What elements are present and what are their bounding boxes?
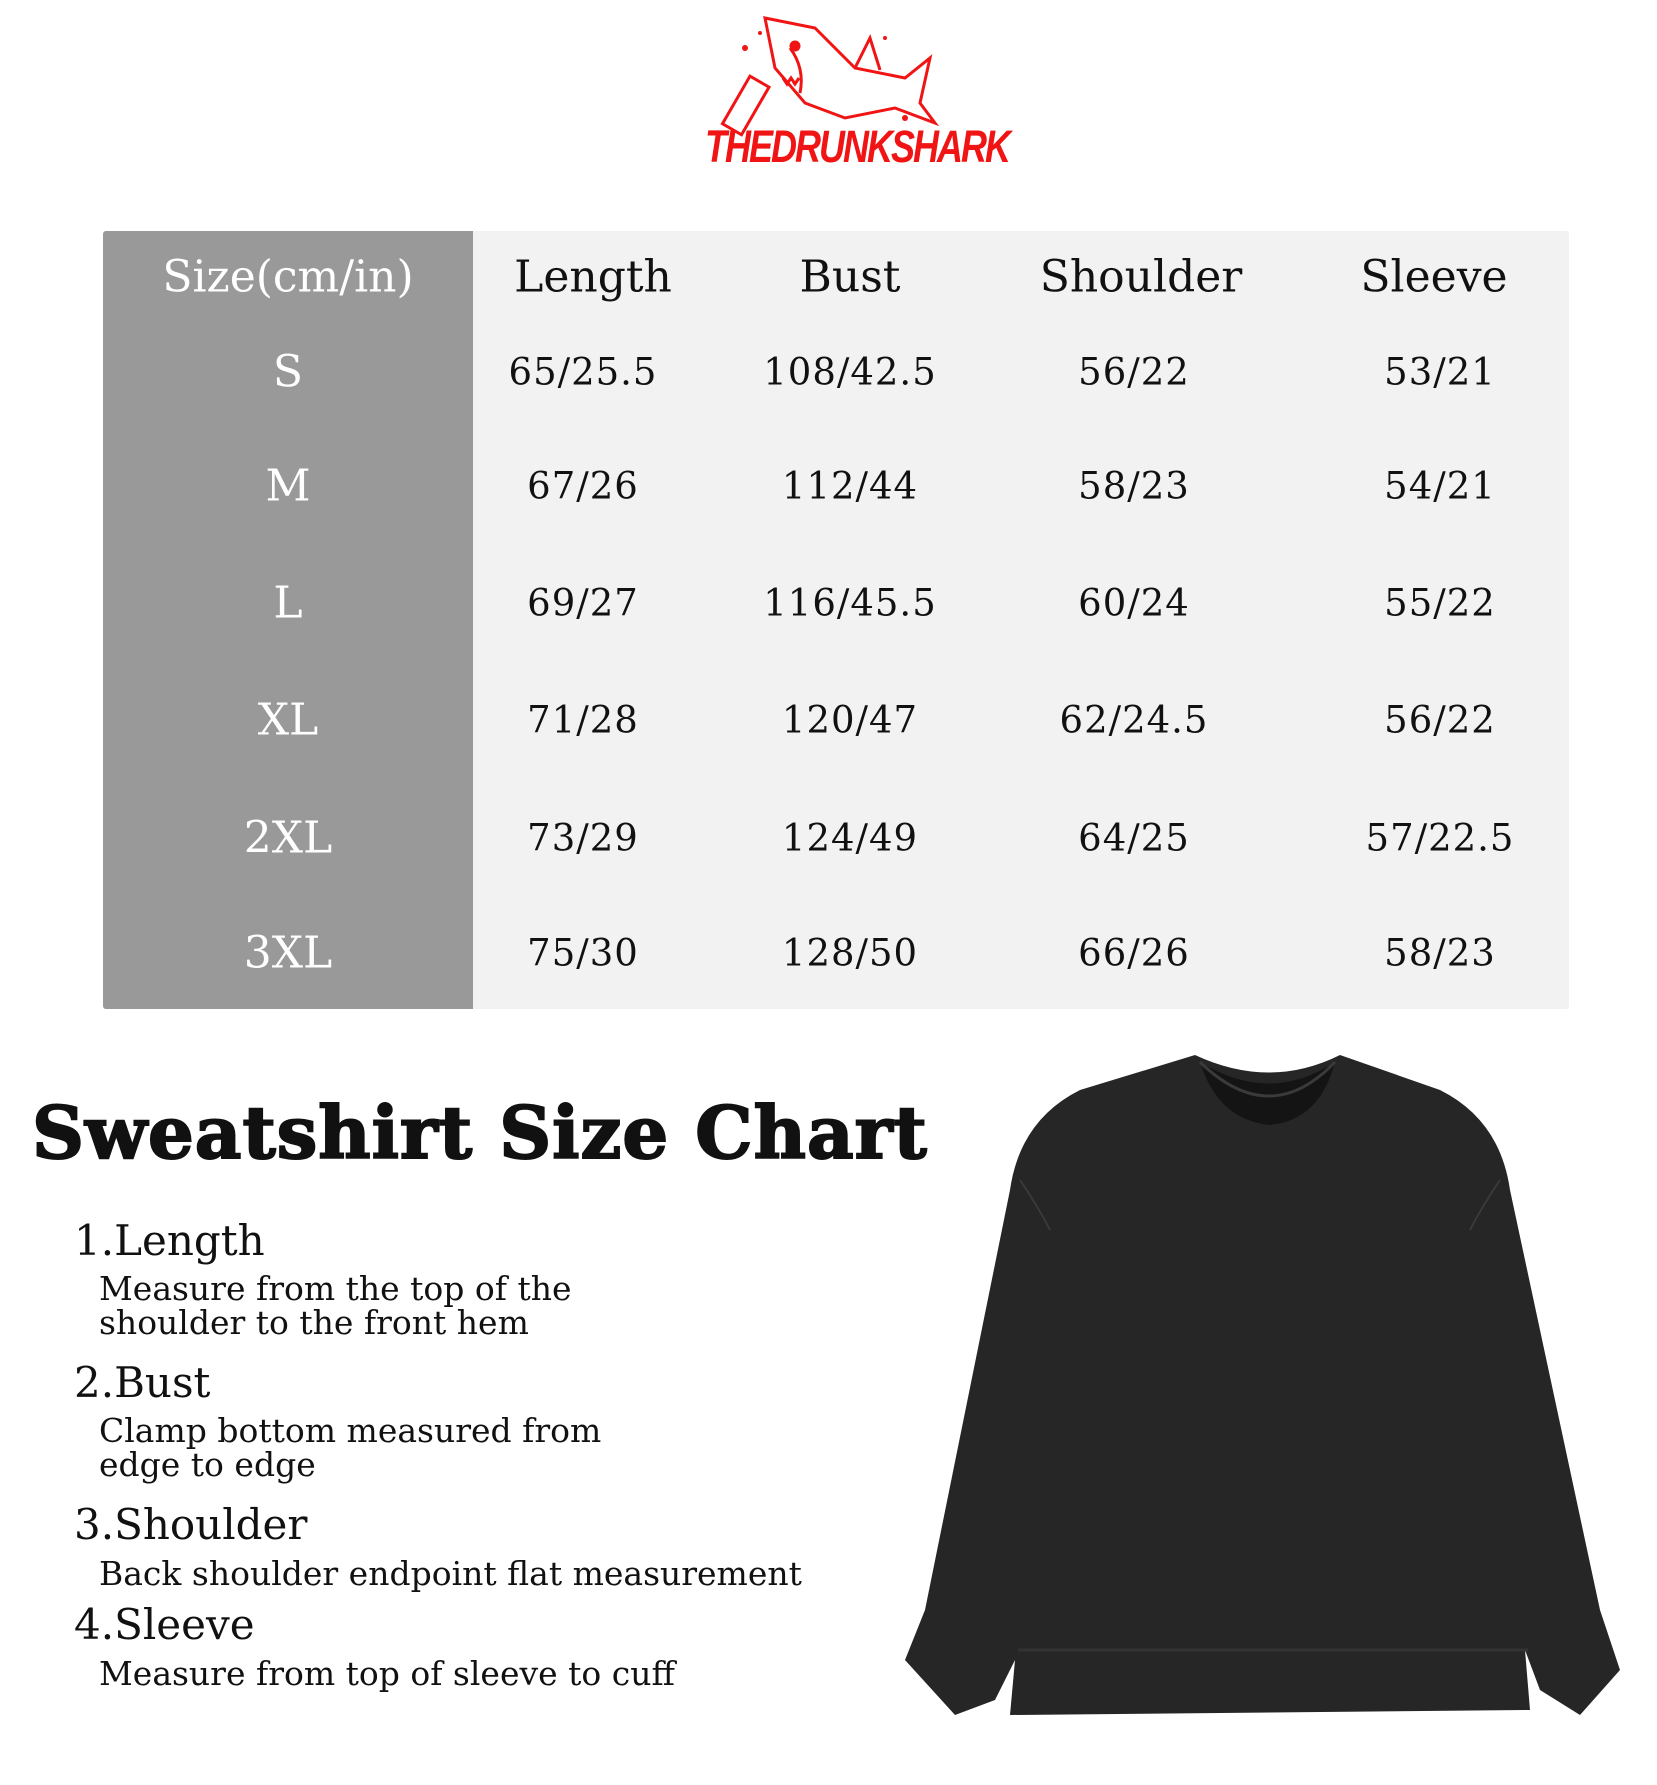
cell-bust: 120/47 bbox=[781, 698, 919, 742]
size-label: L bbox=[273, 577, 303, 629]
cell-shoulder: 58/23 bbox=[1078, 464, 1190, 508]
cell-length: 71/28 bbox=[527, 698, 639, 742]
cell-shoulder: 64/25 bbox=[1078, 816, 1190, 860]
cell-shoulder: 60/24 bbox=[1078, 581, 1190, 625]
instruction-text: Back shoulder endpoint flat measurement bbox=[99, 1557, 802, 1591]
cell-shoulder: 66/26 bbox=[1078, 931, 1190, 975]
cell-bust: 124/49 bbox=[781, 816, 919, 860]
cell-sleeve: 56/22 bbox=[1384, 698, 1496, 742]
header-bust: Bust bbox=[799, 251, 901, 303]
header-sleeve: Sleeve bbox=[1360, 251, 1508, 303]
cell-shoulder: 62/24.5 bbox=[1059, 698, 1209, 742]
instruction-line: shoulder to the front hem bbox=[99, 1303, 529, 1342]
cell-shoulder: 56/22 bbox=[1078, 350, 1190, 394]
instruction-line: Measure from top of sleeve to cuff bbox=[99, 1654, 675, 1693]
page-title: Sweatshirt Size Chart bbox=[31, 1089, 928, 1176]
cell-length: 73/29 bbox=[527, 816, 639, 860]
size-label: 3XL bbox=[243, 927, 333, 979]
instruction-heading: 1.Length bbox=[74, 1216, 265, 1265]
instruction-line: Clamp bottom measured from bbox=[99, 1411, 602, 1450]
instruction-text: Measure from the top of the shoulder to … bbox=[99, 1272, 572, 1340]
shark-icon bbox=[720, 16, 940, 137]
sweatshirt-image bbox=[905, 1055, 1620, 1715]
cell-sleeve: 53/21 bbox=[1384, 350, 1496, 394]
size-label: M bbox=[265, 460, 311, 512]
instruction-text: Measure from top of sleeve to cuff bbox=[99, 1657, 675, 1691]
instruction-heading: 4.Sleeve bbox=[74, 1600, 255, 1649]
instruction-line: edge to edge bbox=[99, 1445, 316, 1484]
size-column bbox=[103, 231, 473, 1009]
instruction-line: Measure from the top of the bbox=[99, 1269, 572, 1308]
cell-length: 69/27 bbox=[527, 581, 639, 625]
size-label: S bbox=[272, 346, 304, 398]
instruction-heading: 3.Shoulder bbox=[74, 1500, 308, 1549]
header-size: Size(cm/in) bbox=[162, 251, 414, 303]
header-shoulder: Shoulder bbox=[1039, 251, 1243, 303]
instruction-text: Clamp bottom measured from edge to edge bbox=[99, 1414, 601, 1482]
brand-logo-text: THEDRUNKSHARK bbox=[705, 120, 1011, 172]
cell-length: 67/26 bbox=[527, 464, 639, 508]
cell-bust: 112/44 bbox=[781, 464, 919, 508]
cell-sleeve: 57/22.5 bbox=[1365, 816, 1515, 860]
instruction-line: Back shoulder endpoint flat measurement bbox=[99, 1554, 802, 1593]
header-length: Length bbox=[514, 251, 672, 303]
size-table: Size(cm/in) Length Bust Shoulder Sleeve … bbox=[103, 231, 1569, 1009]
size-label: 2XL bbox=[243, 812, 333, 864]
cell-bust: 108/42.5 bbox=[763, 350, 937, 394]
cell-length: 75/30 bbox=[527, 931, 639, 975]
cell-sleeve: 58/23 bbox=[1384, 931, 1496, 975]
cell-bust: 116/45.5 bbox=[763, 581, 937, 625]
cell-length: 65/25.5 bbox=[508, 350, 658, 394]
cell-sleeve: 55/22 bbox=[1384, 581, 1496, 625]
brand-logo: THEDRUNKSHARK bbox=[705, 8, 1011, 188]
size-label: XL bbox=[257, 694, 319, 746]
cell-bust: 128/50 bbox=[781, 931, 919, 975]
instruction-heading: 2.Bust bbox=[74, 1358, 211, 1407]
cell-sleeve: 54/21 bbox=[1384, 464, 1496, 508]
